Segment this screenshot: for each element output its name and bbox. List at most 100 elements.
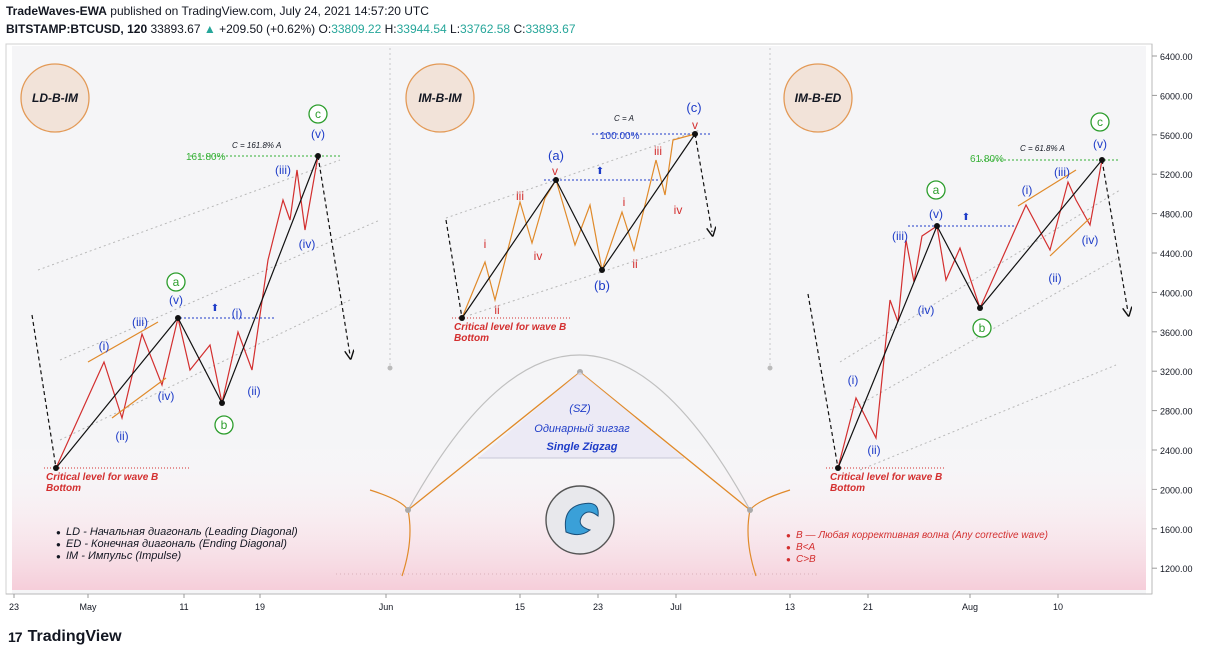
right-wave-label: (i) [1022,183,1033,197]
last-price: 33893.67 [150,22,201,36]
ohlc-bar: BITSTAMP:BTCUSD, 120 33893.67 ▲ +209.50 … [6,22,576,36]
legend-right-item: C>B [796,554,816,565]
legend-bullet-icon: ● [56,528,61,537]
mid-pivot-dot [599,267,605,273]
legend-left-item: IM - Импульс (Impulse) [66,550,182,562]
right-wave-abc [837,159,1103,469]
right-channel-bottom [859,364,1117,471]
left-orange-1 [87,321,159,363]
right-wave-label: (iv) [918,303,935,317]
y-tick-label: 5200.00 [1160,170,1193,180]
y-tick-label: 4000.00 [1160,288,1193,298]
mid-label-ii: ii [494,303,499,317]
left-label-c: c [315,107,321,121]
right-wave-label: (iii) [892,229,908,243]
left-wave-label: (v) [169,293,183,307]
y-tick-label: 4800.00 [1160,210,1193,220]
right-critical-text-2: Bottom [830,483,865,494]
mid-pivot-dot [459,315,465,321]
mid-wave-c-sub [601,133,696,271]
mid-label-v: v [552,164,558,178]
left-wave-a-sub [55,317,179,469]
low-value: 33762.58 [460,22,511,36]
close-value: 33893.67 [525,22,576,36]
y-tick-label: 3200.00 [1160,367,1193,377]
legend-left-item: LD - Начальная диагональ (Leading Diagon… [66,526,298,538]
badge-circle-1 [405,63,475,133]
right-label-a-circle [926,180,946,200]
mid-up-arrow-icon: ⬆ [596,166,604,177]
left-orange-2 [111,377,167,419]
y-tick-label: 2800.00 [1160,407,1193,417]
high-value: 33944.54 [396,22,447,36]
y-tick-label: 2000.00 [1160,485,1193,495]
x-tick-label: Jul [670,602,682,612]
symbol-label[interactable]: BITSTAMP:BTCUSD, 120 [6,22,148,36]
divider-dot-1 [767,365,773,371]
x-tick-label: 11 [179,602,188,612]
left-wave-label: (i) [232,306,243,320]
y-tick-label: 4400.00 [1160,249,1193,259]
right-pivot-dot [1099,157,1105,163]
right-label-b: b [979,321,986,335]
left-label-a-circle [166,272,186,292]
mid-label-v: v [692,118,698,132]
legend-bullet-icon: ● [786,543,791,552]
panel-badge-label: LD-B-IM [32,91,79,105]
left-pivot-dot [219,400,225,406]
mid-wave-b-sub [555,179,603,271]
left-pivot-dot [175,315,181,321]
left-label-b-circle [214,415,234,435]
left-label-b: b [221,418,228,432]
y-tick-label: 3600.00 [1160,328,1193,338]
left-prior-trend [31,314,57,469]
mid-fib-eq: C = A [614,114,634,123]
x-tick-label: 13 [785,602,795,612]
right-fib-eq: C = 61.8% A [1020,144,1065,153]
mid-pivot-dot [692,131,698,137]
left-wave-label: (iii) [132,315,148,329]
mid-wave-abc [461,133,696,319]
right-orange-2 [1049,217,1091,257]
y-tick-label: 1600.00 [1160,525,1193,535]
publisher-name[interactable]: TradeWaves-EWA [6,4,107,18]
left-wave-label: (i) [99,339,110,353]
y-tick-label: 1200.00 [1160,564,1193,574]
right-wave-label: (i) [848,373,859,387]
wave-logo-icon [564,502,599,536]
right-channel-mid [849,257,1119,411]
right-pivot-dot [977,305,983,311]
center-arc [407,354,751,511]
mid-label-ii: ii [632,257,637,271]
left-wave-label: (iv) [158,389,175,403]
right-orange-1 [1017,169,1077,207]
mid-label-i: i [484,237,487,251]
mid-wave-abc-label: (a) [548,148,564,163]
open-value: 33809.22 [331,22,382,36]
right-label-b-circle [972,318,992,338]
legend-left-item: ED - Конечная диагональ (Ending Diagonal… [66,538,287,550]
right-wave-label: (v) [1093,137,1107,151]
left-wave-label: (iv) [299,237,316,251]
left-wave-label: (iii) [275,163,291,177]
legend-bullet-icon: ● [56,552,61,561]
tradingview-brand[interactable]: 17 TradingView [8,628,122,646]
mid-label-iv: iv [534,249,543,263]
mid-prior-trend [445,219,463,319]
right-wave-b-sub [936,225,981,309]
left-critical-text-2: Bottom [46,483,81,494]
mid-wave-abc-label: (c) [686,100,701,115]
x-tick-label: 10 [1053,602,1063,612]
right-up-arrow-icon: ⬆ [962,212,970,223]
left-label-c-circle [308,104,328,124]
left-critical-text: Critical level for wave B [46,472,158,483]
y-tick-label: 2400.00 [1160,446,1193,456]
center-dot [747,507,753,513]
center-dot [405,507,411,513]
mid-critical-text-2: Bottom [454,333,489,344]
left-fib-pct: 161.80% [186,152,226,163]
center-sz: (SZ) [569,403,591,415]
open-label: O: [318,22,332,36]
mid-wave-abc-label: (b) [594,278,610,293]
